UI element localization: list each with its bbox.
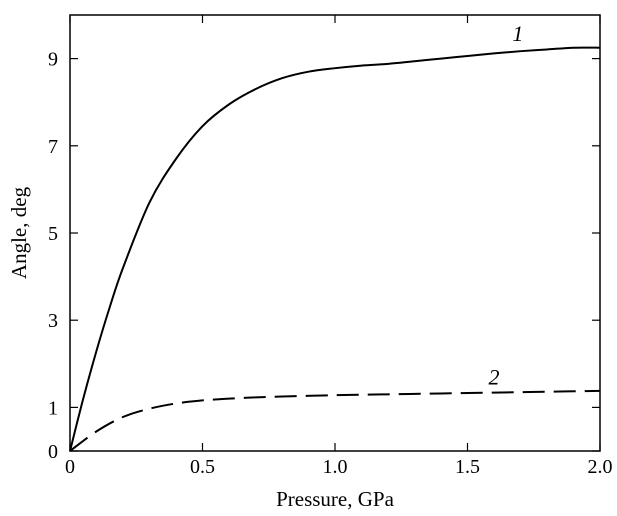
series-label-1: 1: [512, 21, 523, 46]
series-group: [69, 46, 601, 452]
axis-ticks: [69, 15, 601, 452]
y-tick-label: 0: [48, 441, 58, 463]
x-tick-label: 2.0: [588, 456, 613, 478]
x-tick-label: 1.5: [455, 456, 480, 478]
x-axis-title: Pressure, GPa: [276, 487, 394, 511]
plot-frame: [69, 14, 601, 452]
y-tick-label: 9: [48, 49, 58, 71]
y-tick-label: 3: [48, 310, 58, 332]
y-tick-label: 1: [48, 397, 58, 419]
y-axis-title: Angle, deg: [7, 186, 31, 279]
series-line-1: [69, 46, 601, 452]
y-tick-label: 7: [48, 136, 58, 158]
x-tick-label: 1.0: [323, 456, 348, 478]
series-line-2: [69, 389, 601, 452]
axis-tick-labels: 0 0.5 1.0 1.5 2.0 0 1 3 5 7 9: [48, 49, 613, 478]
series-labels: 12: [489, 21, 524, 389]
series-label-2: 2: [489, 364, 500, 389]
x-tick-label: 0.5: [190, 456, 215, 478]
x-tick-label: 0: [65, 456, 75, 478]
y-tick-label: 5: [48, 223, 58, 245]
